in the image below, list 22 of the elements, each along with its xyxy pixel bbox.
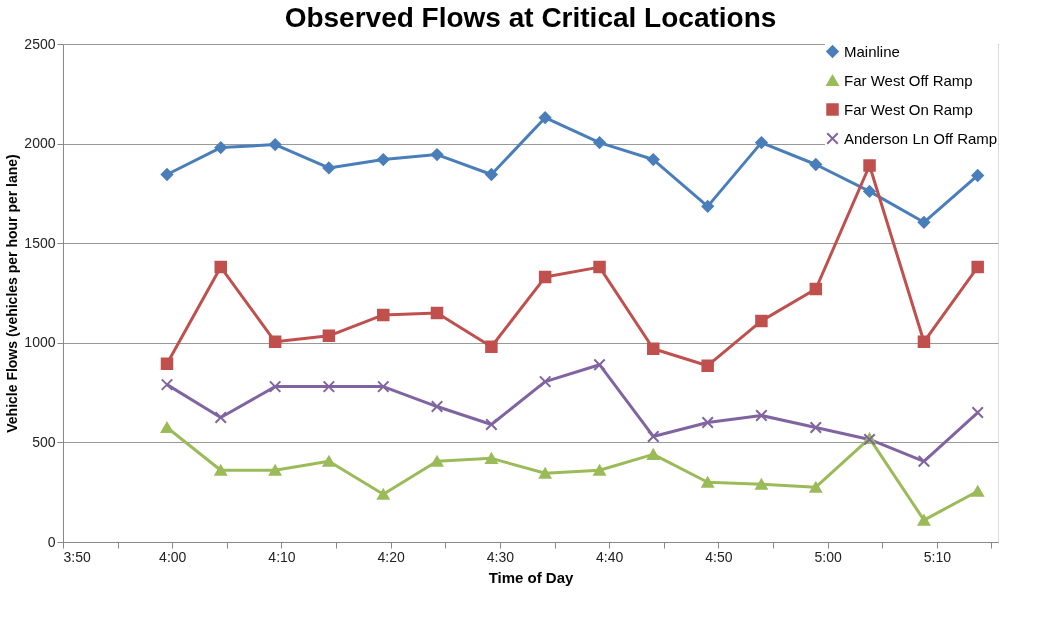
legend-label: Far West Off Ramp <box>844 71 973 89</box>
chart-title: Observed Flows at Critical Locations <box>284 2 777 33</box>
y-tick-label: 1500 <box>24 234 56 251</box>
y-tick-label: 2000 <box>24 135 56 152</box>
x-tick-label: 4:50 <box>705 548 733 565</box>
legend-label: Anderson Ln Off Ramp <box>844 129 998 147</box>
x-tick-label: 4:20 <box>377 548 406 565</box>
y-tick-label: 2500 <box>24 35 56 52</box>
y-tick-label: 1000 <box>24 334 56 351</box>
legend-label: Far West On Ramp <box>844 100 973 118</box>
x-tick-label: 4:40 <box>596 548 624 565</box>
x-tick-label: 3:50 <box>63 548 91 565</box>
x-tick-label: 5:00 <box>814 548 842 565</box>
y-tick-label: 500 <box>32 433 56 450</box>
x-axis-title: Time of Day <box>488 568 575 586</box>
x-tick-label: 5:10 <box>923 548 952 565</box>
y-axis-title: Vehicle Flows (vehicles per hour per lane) <box>4 154 21 433</box>
y-tick-label: 0 <box>47 533 56 550</box>
x-tick-label: 4:30 <box>486 548 515 565</box>
x-tick-label: 4:00 <box>159 548 187 565</box>
x-tick-label: 4:10 <box>268 548 296 565</box>
legend-label: Mainline <box>844 42 900 60</box>
